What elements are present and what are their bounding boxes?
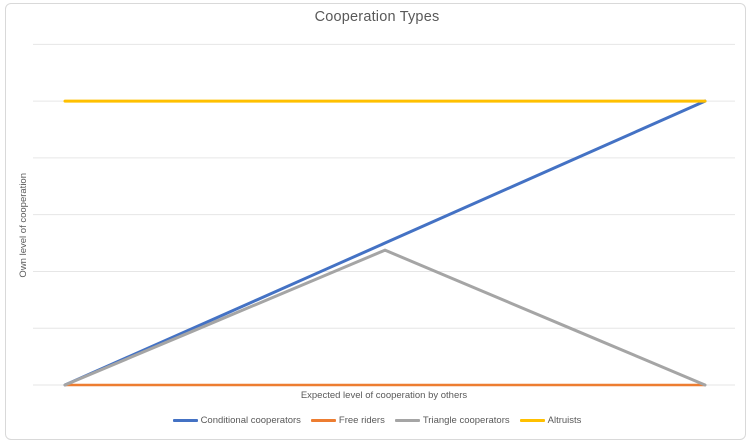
legend-line-marker [172, 419, 198, 422]
x-axis-title: Expected level of cooperation by others [300, 390, 468, 401]
legend-label: Triangle cooperators [422, 415, 510, 426]
legend-line-marker [394, 419, 420, 422]
legend-item: Altruists [519, 415, 582, 426]
chart-title: Cooperation Types [314, 9, 440, 25]
legend-item: Free riders [310, 415, 385, 426]
series-line-2 [63, 248, 707, 387]
legend-label: Free riders [338, 415, 385, 426]
legend-label: Altruists [547, 415, 582, 426]
chart-frame [5, 3, 746, 440]
legend-line-marker [519, 419, 545, 422]
legend-line-marker [310, 419, 336, 422]
series-line-0 [63, 99, 707, 387]
y-axis-title: Own level of cooperation [14, 60, 32, 390]
legend-item: Triangle cooperators [394, 415, 510, 426]
legend: Conditional cooperators Free riders Triang… [0, 415, 754, 426]
legend-item: Conditional cooperators [172, 415, 301, 426]
y-axis-title-text: Own level of cooperation [17, 172, 29, 278]
legend-label: Conditional cooperators [200, 415, 301, 426]
